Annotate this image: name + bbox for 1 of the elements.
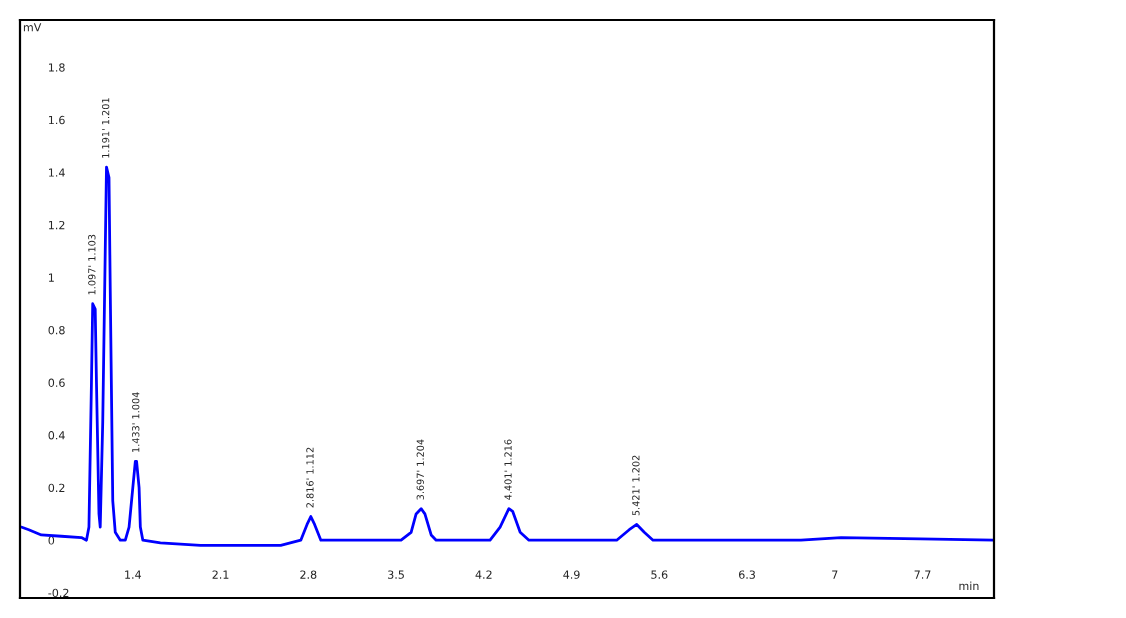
line-series <box>20 165 994 547</box>
